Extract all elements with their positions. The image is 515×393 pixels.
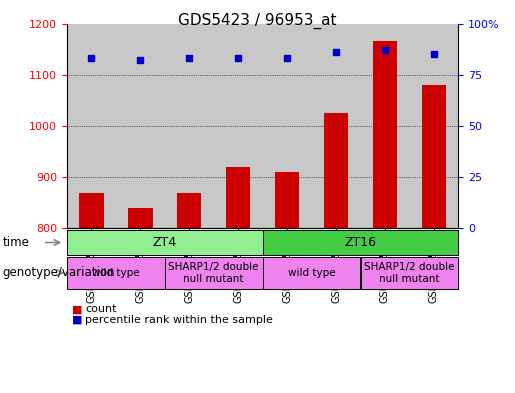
Text: ZT4: ZT4 [153, 236, 177, 249]
Bar [373, 41, 397, 228]
Point [381, 47, 389, 53]
Text: GDS5423 / 96953_at: GDS5423 / 96953_at [178, 13, 337, 29]
Bar [128, 208, 152, 228]
Bar [422, 85, 446, 228]
Point [332, 49, 340, 55]
Point [136, 57, 144, 64]
Text: wild type: wild type [92, 268, 140, 278]
Text: SHARP1/2 double
null mutant: SHARP1/2 double null mutant [364, 262, 455, 283]
Text: ■: ■ [72, 314, 82, 325]
Text: count: count [85, 304, 116, 314]
Text: SHARP1/2 double
null mutant: SHARP1/2 double null mutant [168, 262, 259, 283]
Text: percentile rank within the sample: percentile rank within the sample [85, 314, 273, 325]
Bar [324, 113, 348, 228]
Text: time: time [3, 236, 29, 249]
Point [88, 55, 96, 61]
Point [185, 55, 194, 61]
Bar [79, 193, 104, 228]
Point [283, 55, 291, 61]
Point [234, 55, 242, 61]
Bar [177, 193, 201, 228]
Text: ZT16: ZT16 [345, 236, 376, 249]
Text: wild type: wild type [288, 268, 335, 278]
Bar [226, 167, 250, 228]
Text: genotype/variation: genotype/variation [3, 266, 115, 279]
Text: ■: ■ [72, 304, 82, 314]
Bar [275, 172, 299, 228]
Point [430, 51, 438, 57]
